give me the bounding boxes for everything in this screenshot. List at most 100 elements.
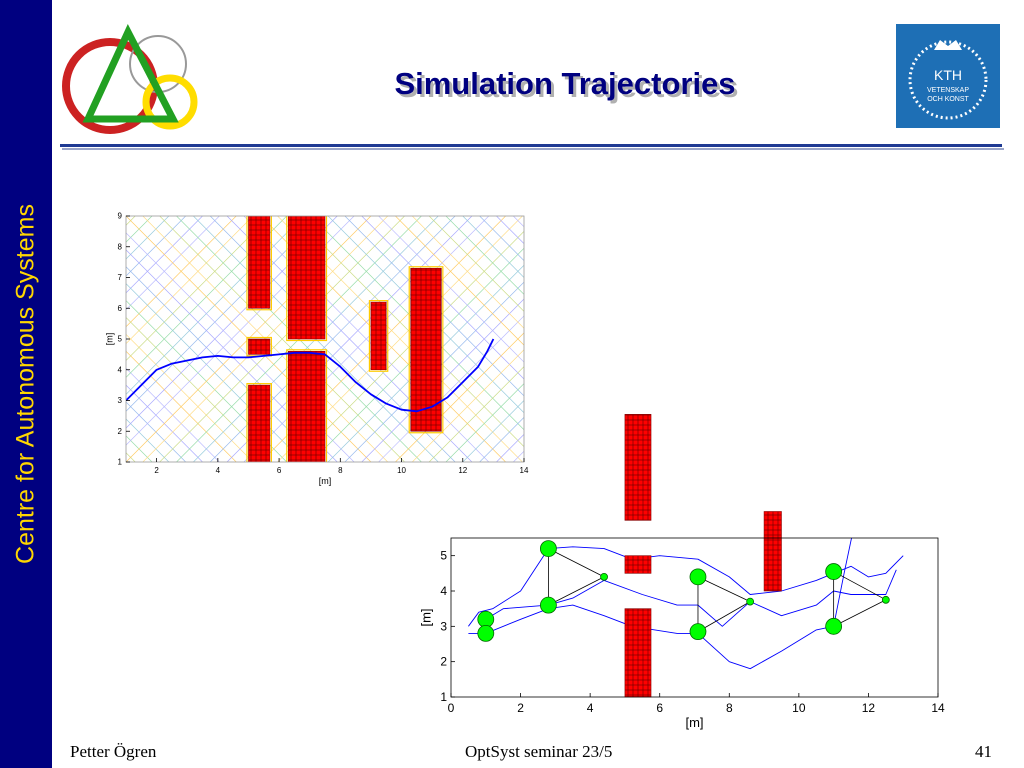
x-tick-label: 14 xyxy=(520,466,529,475)
robot-marker xyxy=(825,563,843,580)
kth-logo-title: KTH xyxy=(934,67,962,83)
x-axis-label: [m] xyxy=(319,476,332,486)
contour-line xyxy=(445,216,524,295)
contour-line xyxy=(126,333,254,462)
formation-link xyxy=(697,601,751,632)
contour-line xyxy=(126,350,237,462)
contour-line xyxy=(126,300,287,462)
obstacle xyxy=(410,267,442,432)
contour-line xyxy=(126,216,186,277)
formation-link xyxy=(548,548,605,578)
contour-line xyxy=(412,349,524,462)
robot-marker xyxy=(600,572,608,581)
robot-marker xyxy=(539,540,557,558)
x-tick-label: 12 xyxy=(862,701,876,715)
y-tick-label: 5 xyxy=(118,335,123,344)
x-tick-label: 8 xyxy=(726,701,733,715)
obstacle xyxy=(624,414,652,521)
formation-link xyxy=(548,576,605,606)
y-tick-label: 2 xyxy=(440,655,447,669)
x-tick-label: 14 xyxy=(931,701,945,715)
y-tick-label: 9 xyxy=(118,212,123,221)
formation-link xyxy=(697,576,751,602)
contour-line xyxy=(159,216,405,462)
obstacle-halo xyxy=(286,216,328,342)
page-title: Simulation Trajectories xyxy=(394,66,736,101)
formation-link xyxy=(833,571,887,601)
y-tick-label: 8 xyxy=(118,242,123,251)
contour-line xyxy=(126,216,170,260)
robot-marker xyxy=(746,597,755,606)
y-tick-label: 3 xyxy=(118,396,123,405)
y-tick-label: 2 xyxy=(118,427,123,436)
y-tick-label: 4 xyxy=(440,584,447,598)
x-tick-label: 6 xyxy=(277,466,282,475)
robot-marker xyxy=(477,610,495,628)
y-tick-label: 3 xyxy=(440,619,447,633)
robot-marker xyxy=(689,568,707,586)
robot-marker xyxy=(539,596,557,614)
contour-line xyxy=(395,216,524,346)
contour-line xyxy=(126,418,170,462)
trajectory-line xyxy=(485,569,897,627)
contour-line xyxy=(126,216,220,311)
trajectory-line xyxy=(468,538,852,670)
contour-line xyxy=(428,216,524,312)
robot-marker xyxy=(881,595,890,604)
robot-marker xyxy=(477,624,495,642)
x-tick-label: 2 xyxy=(154,466,159,475)
contour-line xyxy=(126,216,304,395)
obstacle xyxy=(370,301,387,371)
footer-author: Petter Ögren xyxy=(70,742,157,761)
title-divider xyxy=(60,144,1002,147)
contour-line xyxy=(126,384,203,462)
contour-line xyxy=(479,216,524,262)
contour-line xyxy=(126,216,203,294)
footer-event: OptSyst seminar 23/5 xyxy=(465,742,613,761)
obstacle xyxy=(624,555,652,574)
x-tick-label: 8 xyxy=(338,466,343,475)
x-tick-label: 0 xyxy=(448,701,455,715)
cas-logo xyxy=(62,24,198,134)
plot-area xyxy=(126,216,524,462)
contour-line xyxy=(344,216,524,397)
contour-line xyxy=(126,316,271,462)
obstacle-halo xyxy=(246,216,272,311)
robot-marker xyxy=(825,617,843,635)
obstacle-halo xyxy=(246,383,272,462)
obstacle-halo xyxy=(408,266,444,434)
contour-line xyxy=(243,216,490,462)
x-tick-label: 4 xyxy=(216,466,221,475)
y-tick-label: 1 xyxy=(118,458,123,467)
contour-line xyxy=(126,367,220,462)
contour-line xyxy=(126,401,186,462)
plot-area xyxy=(468,538,904,670)
formation-link xyxy=(833,599,887,627)
y-tick-label: 5 xyxy=(440,549,447,563)
contour-line xyxy=(378,216,524,363)
obstacle xyxy=(248,216,271,309)
contour-line xyxy=(445,383,524,462)
kth-logo-line2: VETENSKAP xyxy=(927,87,969,94)
obstacle xyxy=(248,384,271,462)
obstacle-halo xyxy=(286,349,328,462)
y-axis-label: [m] xyxy=(419,608,434,626)
x-tick-label: 12 xyxy=(458,466,467,475)
sidebar-title: Centre for Autonomous Systems xyxy=(11,204,40,564)
y-tick-label: 4 xyxy=(118,365,123,374)
y-tick-label: 1 xyxy=(440,690,447,704)
x-tick-label: 10 xyxy=(792,701,806,715)
contour-line xyxy=(126,283,304,462)
obstacle-halo xyxy=(368,299,389,372)
robot-marker xyxy=(689,623,707,641)
sidebar: Centre for Autonomous Systems xyxy=(0,0,52,768)
trajectory-line xyxy=(126,338,495,413)
title-divider-shadow xyxy=(62,148,1004,150)
kth-logo: KTH VETENSKAP OCH KONST xyxy=(896,24,1000,128)
obstacle xyxy=(287,216,326,340)
contour-line xyxy=(126,266,321,462)
y-tick-label: 7 xyxy=(118,273,123,282)
contour-line xyxy=(412,216,524,329)
trajectory-line xyxy=(468,546,904,627)
